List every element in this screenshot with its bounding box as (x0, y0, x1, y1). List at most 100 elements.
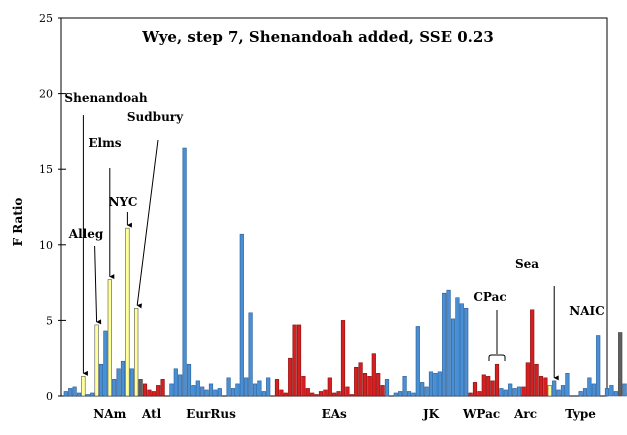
axes: 0 5 10 15 20 25 NAm Atl EurRus EAs JK WPac Arc Type (39, 12, 608, 421)
bar (169, 383, 174, 397)
bar (367, 376, 372, 397)
bar (618, 332, 623, 397)
bar (591, 383, 596, 397)
group-label: JK (422, 407, 440, 421)
group-label: Atl (141, 407, 162, 421)
bar (516, 386, 522, 397)
bar (402, 376, 407, 397)
bar (76, 392, 82, 397)
bar (420, 382, 425, 397)
annotation-arrow (94, 245, 102, 325)
bar (195, 380, 200, 397)
bar (552, 380, 557, 397)
bar (85, 394, 90, 397)
y-tick-label: 5 (46, 314, 53, 327)
y-tick-label: 10 (39, 239, 53, 252)
bar (318, 391, 324, 397)
bar (415, 326, 420, 397)
annotation-label: Sea (515, 257, 539, 271)
bar (151, 391, 156, 397)
bar (411, 392, 416, 397)
bar (301, 376, 306, 397)
bar (556, 389, 561, 397)
bar (252, 383, 258, 397)
annotation-label: Alleg (68, 227, 104, 241)
bar (288, 357, 293, 397)
y-axis-label: F Ratio (11, 198, 25, 247)
bar (160, 379, 165, 397)
bar (543, 377, 548, 397)
bar (226, 377, 231, 397)
bar (274, 379, 280, 397)
bar (204, 389, 209, 397)
bar (455, 297, 460, 397)
annotation-bracket (488, 354, 506, 361)
bar (345, 386, 350, 397)
bar (490, 380, 495, 397)
bar (468, 392, 473, 397)
bar (446, 289, 451, 397)
group-label: NAm (93, 407, 126, 421)
bar (208, 383, 214, 397)
bar (464, 308, 469, 397)
bar (327, 377, 332, 397)
bar (116, 368, 121, 397)
bar (257, 380, 262, 397)
bar (340, 320, 346, 397)
annotations: Shenandoah Alleg Elms NYC Sudbury CPac Sea NAIC (64, 91, 605, 381)
bar (120, 360, 126, 397)
chart-title: Wye, step 7, Shenandoah added, SSE 0.23 (141, 28, 494, 46)
bar (512, 388, 517, 397)
bar (156, 385, 161, 397)
bar (578, 391, 583, 397)
bar (424, 386, 429, 397)
bar (503, 389, 508, 397)
group-label: WPac (462, 407, 500, 421)
bar (296, 324, 302, 397)
bar (336, 391, 341, 397)
bar (486, 376, 491, 397)
bar (613, 391, 618, 397)
bar (147, 389, 152, 397)
bar (191, 385, 196, 397)
bar (72, 386, 77, 397)
bar (450, 318, 456, 397)
bar (362, 373, 368, 397)
y-tick-label: 20 (39, 88, 53, 101)
bar (314, 394, 319, 397)
bar (283, 392, 288, 397)
bar (358, 362, 363, 397)
annotation-label: NAIC (569, 304, 604, 318)
bar (530, 309, 535, 397)
bar (173, 368, 178, 397)
bar (81, 376, 86, 397)
bar (63, 391, 68, 397)
bar (406, 391, 412, 397)
bar (217, 388, 222, 397)
bar (508, 383, 513, 397)
bar (459, 303, 464, 397)
bar (494, 363, 500, 397)
group-label: Type (565, 407, 596, 421)
y-tick-label: 25 (39, 12, 53, 25)
bar (622, 383, 627, 397)
bar (604, 388, 610, 397)
bar (266, 377, 271, 397)
group-label: EAs (322, 407, 347, 421)
bar (142, 383, 148, 397)
bar (380, 385, 385, 397)
bar (376, 373, 381, 397)
bar (349, 394, 354, 397)
bar (305, 388, 310, 397)
bar (472, 382, 478, 397)
annotation-label: Sudbury (127, 110, 184, 124)
bar (230, 388, 236, 397)
group-label: Arc (513, 407, 537, 421)
bar (292, 324, 297, 397)
bar (310, 392, 315, 397)
group-label: EurRus (186, 407, 236, 421)
annotation-label: CPac (473, 290, 506, 304)
bar (235, 383, 240, 397)
bar (565, 373, 570, 397)
